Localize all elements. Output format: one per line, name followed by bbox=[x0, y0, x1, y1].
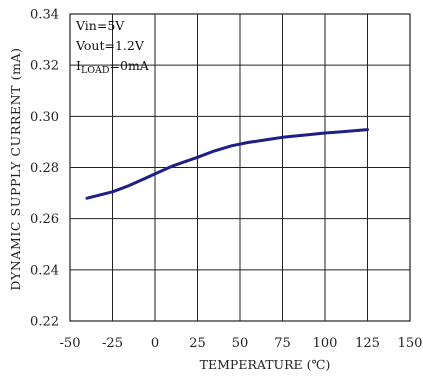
grid bbox=[69, 13, 411, 322]
annotation-iload-suffix: =0mA bbox=[110, 58, 150, 73]
x-tick-label: 100 bbox=[313, 336, 338, 351]
plot-frame bbox=[69, 13, 411, 322]
y-tick-label: 0.30 bbox=[30, 110, 59, 125]
y-tick-label: 0.28 bbox=[30, 161, 59, 176]
y-tick-labels: 0.22 0.24 0.26 0.28 0.30 0.32 0.34 bbox=[30, 8, 59, 330]
annotation-iload: ILOAD=0mA bbox=[76, 58, 150, 76]
series-line-0 bbox=[85, 128, 369, 200]
y-axis-label: DYNAMIC SUPPLY CURRENT (mA) bbox=[8, 47, 23, 290]
annotation-vin: Vin=5V bbox=[75, 18, 125, 33]
annotation-iload-main: I bbox=[76, 58, 81, 73]
x-tick-label: 50 bbox=[232, 336, 249, 351]
series-layer bbox=[85, 128, 369, 200]
y-tick-label: 0.22 bbox=[30, 315, 59, 330]
x-tick-label: -25 bbox=[102, 336, 123, 351]
x-tick-labels: -50 -25 0 25 50 75 100 125 150 bbox=[60, 336, 423, 351]
annotation-iload-sub: LOAD bbox=[81, 65, 110, 76]
x-axis-label: TEMPERATURE (℃) bbox=[200, 357, 331, 372]
y-tick-label: 0.24 bbox=[30, 263, 59, 278]
y-tick-label: 0.32 bbox=[30, 59, 59, 74]
x-tick-label: 75 bbox=[274, 336, 291, 351]
x-tick-label: 125 bbox=[355, 336, 380, 351]
x-tick-label: 25 bbox=[189, 336, 206, 351]
y-tick-label: 0.26 bbox=[30, 212, 59, 227]
y-tick-label: 0.34 bbox=[30, 8, 59, 23]
x-tick-label: 0 bbox=[151, 336, 159, 351]
x-tick-label: -50 bbox=[60, 336, 81, 351]
x-tick-label: 150 bbox=[398, 336, 423, 351]
annotation-vout: Vout=1.2V bbox=[75, 38, 145, 53]
